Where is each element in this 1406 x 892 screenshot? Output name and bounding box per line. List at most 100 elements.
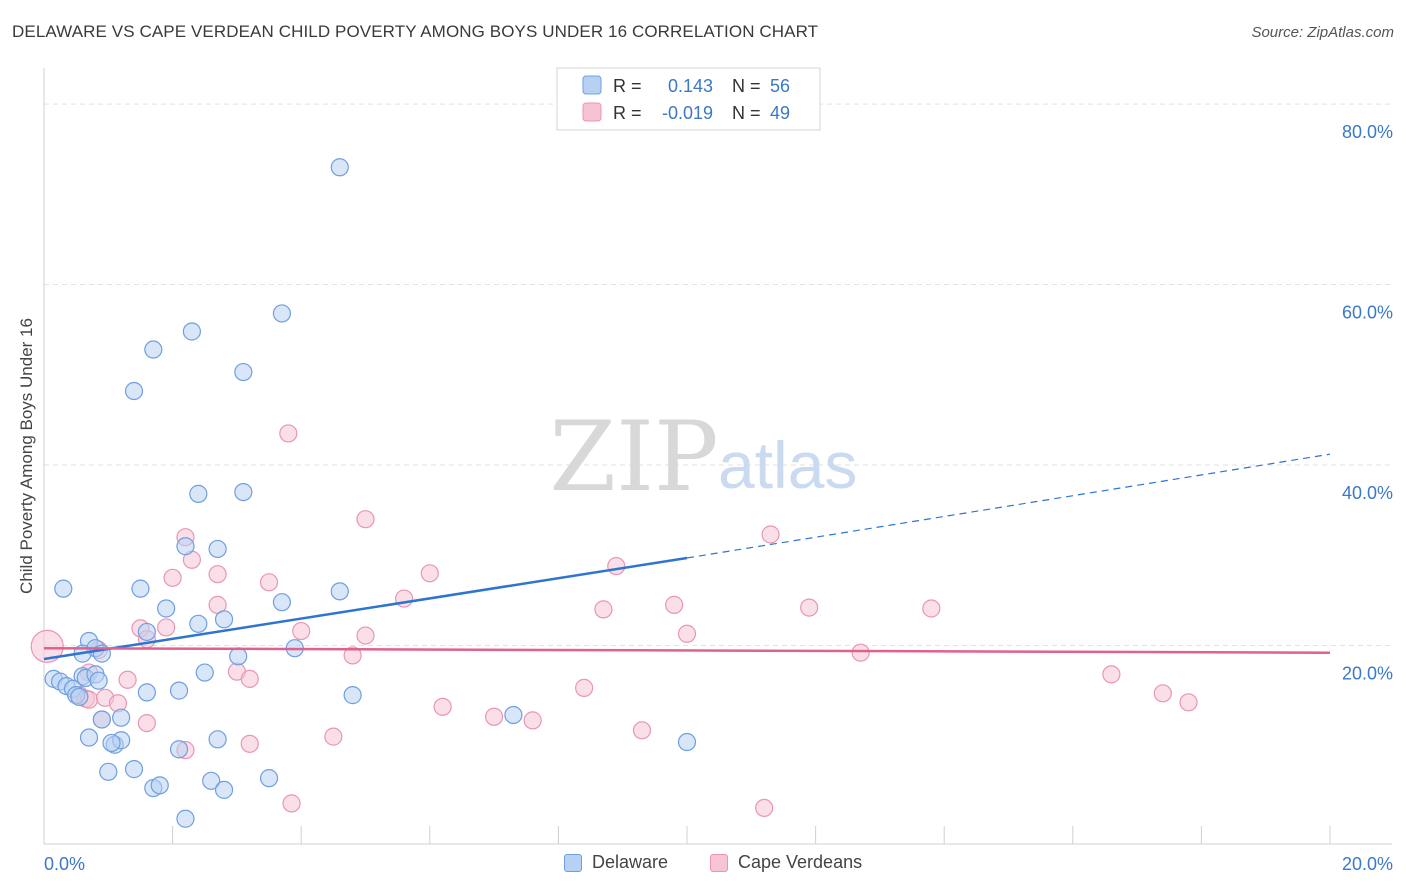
cape-verdeans-point-20	[356, 626, 375, 645]
y-tick-labels: 20.0% 40.0% 60.0% 80.0%	[1342, 122, 1393, 683]
delaware-point-3	[144, 340, 163, 359]
cape-verdeans-point-30	[1102, 665, 1121, 684]
stats-legend-swatch-cape-verdeans	[582, 102, 602, 122]
delaware-point-23	[229, 647, 248, 666]
delaware-point-17	[137, 622, 156, 642]
delaware-point-37	[343, 686, 362, 705]
cape-verdeans-point-13	[665, 595, 684, 614]
legend-swatch-cape-verdeans	[710, 853, 728, 872]
delaware-point-6	[189, 484, 208, 503]
delaware-point-11	[131, 579, 150, 598]
cape-verdeans-point-21	[677, 624, 697, 643]
cape-verdeans-point-47	[240, 734, 259, 753]
delaware-point-2	[182, 322, 201, 341]
delaware-point-52	[150, 776, 169, 795]
stats-r-value-delaware: 0.143	[668, 76, 713, 96]
x-tick-label-max: 20.0%	[1342, 854, 1393, 874]
delaware-point-8	[176, 537, 195, 556]
legend-item-delaware: Delaware	[564, 852, 668, 873]
stats-n-value-cape-verdeans: 49	[770, 103, 790, 123]
delaware-point-41	[79, 728, 99, 747]
delaware-point-53	[214, 780, 234, 799]
delaware-point-49	[202, 771, 221, 790]
cape-verdeans-point-29	[118, 670, 137, 689]
chart-source: Source: ZipAtlas.com	[1251, 24, 1394, 41]
cape-verdeans-point-40	[485, 707, 504, 726]
cape-verdeans-point-24	[343, 646, 362, 665]
watermark-zip: ZIP	[549, 401, 718, 513]
stats-n-label-delaware: N =	[732, 76, 761, 96]
x-tick-marks	[172, 826, 1331, 844]
delaware-point-1	[272, 304, 292, 323]
delaware-points	[44, 158, 697, 828]
cape-verdeans-point-31	[575, 678, 594, 697]
delaware-point-13	[272, 593, 292, 612]
delaware-point-50	[259, 769, 279, 788]
trend-lines	[43, 453, 1331, 661]
delaware-point-16	[214, 610, 234, 629]
cape-verdeans-point-25	[851, 643, 870, 662]
delaware-point-10	[54, 579, 73, 598]
delaware-point-40	[112, 708, 131, 727]
delaware-point-15	[189, 614, 208, 633]
stats-n-label-cape-verdeans: N =	[732, 103, 761, 123]
cape-verdeans-point-39	[433, 697, 452, 716]
delaware-point-44	[208, 730, 227, 749]
cape-verdeans-point-14	[594, 600, 613, 619]
cape-verdeans-point-2	[356, 510, 375, 529]
cape-verdeans-point-9	[163, 568, 182, 587]
cape-verdeans-point-7	[420, 564, 439, 583]
legend-label-delaware: Delaware	[592, 852, 669, 872]
delaware-point-39	[92, 710, 111, 729]
legend-item-cape-verdeans: Cape Verdeans	[710, 852, 862, 873]
delaware-point-9	[208, 539, 227, 559]
delaware-point-36	[70, 687, 89, 707]
delaware-point-55	[102, 733, 121, 753]
cape-verdeans-point-28	[240, 669, 259, 688]
cape-verdeans-point-17	[157, 618, 176, 637]
cape-verdeans-point-42	[137, 713, 156, 733]
delaware-trend-line-extension	[686, 453, 1331, 559]
cape-verdeans-point-49	[282, 794, 301, 813]
legend-label-cape-verdeans: Cape Verdeans	[738, 852, 863, 872]
delaware-point-47	[124, 760, 144, 779]
delaware-point-38	[504, 705, 523, 725]
y-tick-label-60: 60.0%	[1342, 303, 1393, 323]
delaware-point-29	[89, 671, 108, 690]
cape-verdeans-point-10	[259, 573, 279, 592]
cape-verdeans-point-44	[632, 721, 652, 740]
delaware-point-46	[169, 740, 189, 759]
delaware-point-30	[195, 663, 214, 682]
stats-r-value-cape-verdeans: -0.019	[662, 103, 713, 123]
cape-verdeans-point-3	[761, 525, 780, 544]
cape-verdeans-point-45	[324, 727, 343, 746]
y-tick-label-80: 80.0%	[1342, 122, 1393, 142]
stats-legend: R = 0.143 N = 56 R = -0.019 N = 49	[556, 67, 821, 131]
cape-verdeans-point-41	[523, 711, 542, 730]
x-tick-label-min: 0.0%	[44, 854, 85, 874]
delaware-point-33	[137, 683, 156, 702]
cape-verdeans-point-33	[1179, 693, 1198, 712]
cape-verdeans-point-6	[607, 556, 626, 576]
stats-r-label-cape-verdeans: R =	[613, 103, 642, 123]
stats-legend-swatch-delaware	[582, 75, 602, 95]
cape-verdeans-point-1	[279, 424, 298, 443]
y-tick-label-40: 40.0%	[1342, 483, 1393, 503]
cape-verdeans-point-48	[755, 798, 774, 818]
delaware-point-7	[234, 482, 253, 502]
legend-swatch-delaware	[564, 853, 582, 872]
delaware-point-54	[176, 809, 195, 828]
delaware-point-0	[330, 158, 349, 177]
stats-r-label-delaware: R =	[613, 76, 642, 96]
stats-n-value-delaware: 56	[770, 76, 790, 96]
delaware-trend-line	[43, 556, 688, 661]
cape-verdeans-point-16	[922, 599, 941, 618]
delaware-point-48	[99, 762, 118, 781]
delaware-point-4	[234, 362, 253, 382]
cape-verdeans-point-15	[800, 598, 819, 617]
chart-title: DELAWARE VS CAPE VERDEAN CHILD POVERTY A…	[12, 22, 819, 41]
delaware-point-5	[124, 381, 144, 401]
y-axis-label: Child Poverty Among Boys Under 16	[17, 318, 36, 594]
watermark-atlas: atlas	[718, 428, 857, 502]
delaware-point-34	[169, 681, 189, 700]
